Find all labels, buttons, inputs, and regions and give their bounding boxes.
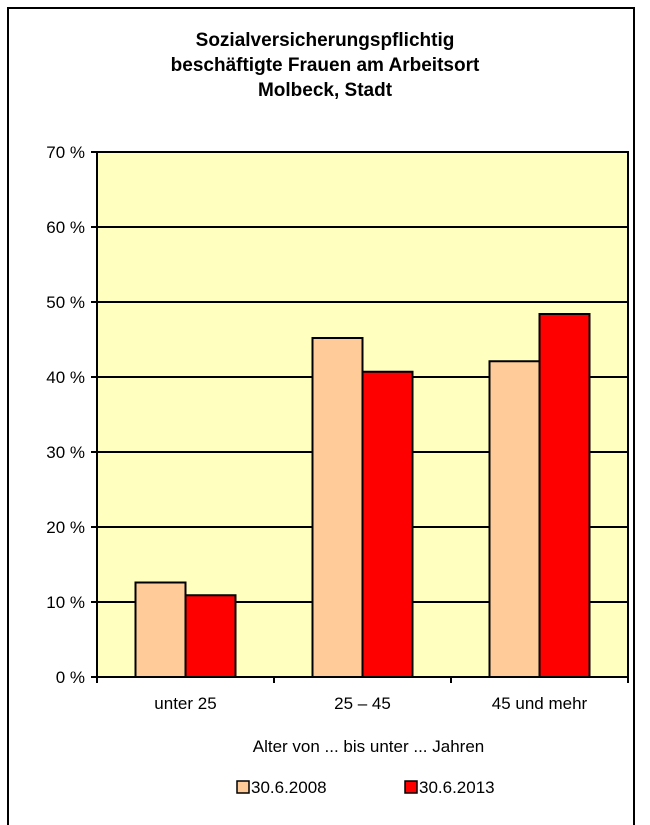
y-tick-label: 20 %	[46, 518, 85, 537]
chart-title-line-1: Sozialversicherungspflichtig	[195, 30, 455, 51]
bar	[361, 370, 414, 678]
x-tick-label: 25 – 45	[334, 694, 391, 713]
chart-title-line-3: Molbeck, Stadt	[257, 80, 393, 101]
y-tick-label: 30 %	[46, 443, 85, 462]
bar	[538, 313, 591, 678]
y-tick-label: 40 %	[46, 368, 85, 387]
y-tick-label: 50 %	[46, 293, 85, 312]
legend-label: 30.6.2008	[251, 778, 327, 797]
y-tick-label: 60 %	[46, 218, 85, 237]
bar	[311, 337, 364, 678]
x-tick-label: 45 und mehr	[492, 694, 588, 713]
chart-title: Sozialversicherungspflichtig beschäftigt…	[0, 28, 650, 103]
plot-border	[96, 151, 629, 678]
y-tick-label: 10 %	[46, 593, 85, 612]
chart-title-line-2: beschäftigte Frauen am Arbeitsort	[170, 55, 480, 76]
bar	[184, 594, 237, 678]
y-tick-label: 0 %	[56, 668, 85, 687]
legend-swatch	[236, 780, 250, 794]
bar	[488, 360, 541, 678]
y-tick-label: 70 %	[46, 143, 85, 162]
x-axis-label: Alter von ... bis unter ... Jahren	[253, 737, 485, 756]
legend-swatch	[404, 780, 418, 794]
x-tick-label: unter 25	[154, 694, 216, 713]
bar	[134, 581, 187, 678]
legend-label: 30.6.2013	[419, 778, 495, 797]
